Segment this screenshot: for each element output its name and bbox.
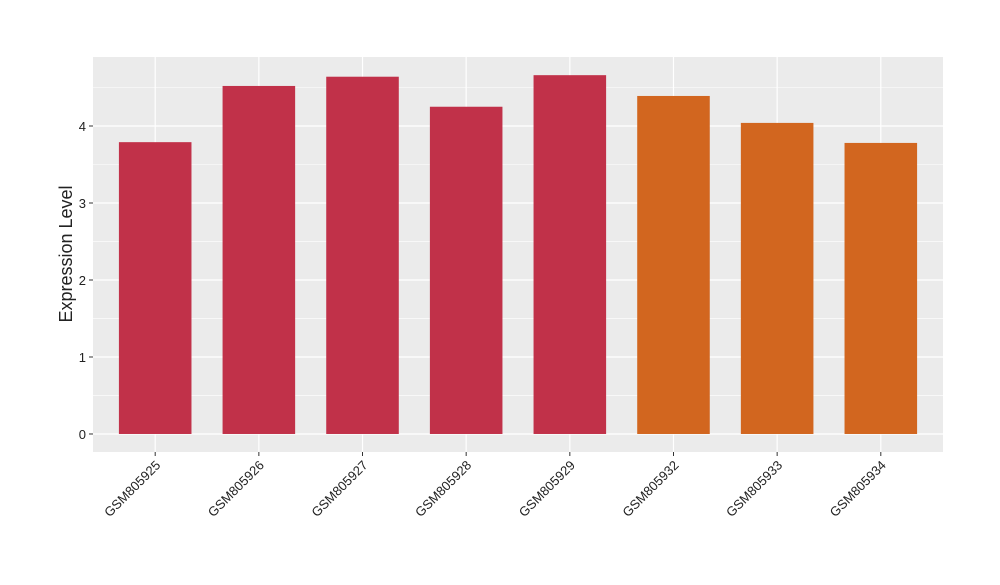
x-tick-label: GSM805926 — [205, 458, 267, 520]
panel — [93, 57, 943, 452]
y-tick-label: 3 — [79, 196, 86, 211]
y-tick-label: 1 — [79, 350, 86, 365]
bar — [118, 142, 192, 434]
bar — [326, 76, 399, 434]
x-tick-label: GSM805934 — [827, 458, 889, 520]
y-tick-label: 2 — [79, 273, 86, 288]
y-tick-label: 0 — [79, 427, 86, 442]
bar — [533, 75, 607, 434]
bar — [637, 95, 710, 434]
x-tick-label: GSM805927 — [308, 458, 370, 520]
x-tick-label: GSM805933 — [723, 458, 785, 520]
y-tick-label: 4 — [79, 119, 86, 134]
x-tick-label: GSM805929 — [516, 458, 578, 520]
bar — [429, 106, 503, 434]
bar — [222, 85, 296, 434]
bar — [740, 122, 814, 434]
x-tick-label: GSM805925 — [101, 458, 163, 520]
y-axis-title: Expression Level — [56, 185, 76, 322]
x-tick-label: GSM805928 — [412, 458, 474, 520]
bar — [844, 142, 918, 434]
x-tick-label: GSM805932 — [619, 458, 681, 520]
